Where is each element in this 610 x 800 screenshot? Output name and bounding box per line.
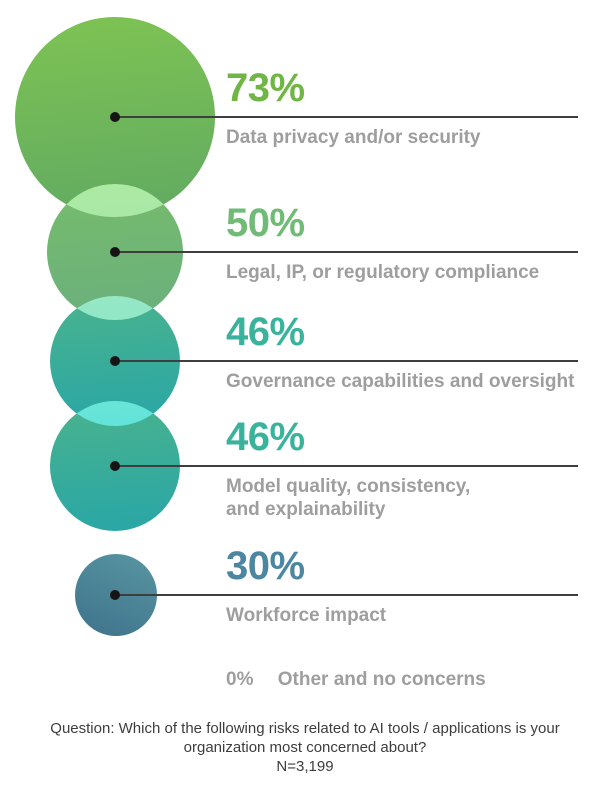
row-other-no-concerns: 0% Other and no concerns — [226, 669, 486, 691]
leader-line-data-privacy — [114, 116, 578, 118]
leader-line-workforce-impact — [114, 594, 578, 596]
label-model-quality: Model quality, consistency, and explaina… — [226, 476, 471, 520]
leader-dot-governance — [110, 356, 120, 366]
label-workforce-impact: Workforce impact — [226, 605, 387, 626]
percent-workforce-impact: 30% — [226, 544, 305, 588]
leader-line-legal-ip-compliance — [114, 251, 578, 253]
label-other-no-concerns: Other and no concerns — [277, 669, 486, 690]
percent-model-quality: 46% — [226, 415, 305, 459]
percent-other-no-concerns: 0% — [226, 669, 254, 690]
leader-line-model-quality — [114, 465, 578, 467]
leader-dot-model-quality — [110, 461, 120, 471]
label-data-privacy: Data privacy and/or security — [226, 127, 481, 148]
leader-dot-legal-ip-compliance — [110, 247, 120, 257]
leader-dot-workforce-impact — [110, 590, 120, 600]
leader-dot-data-privacy — [110, 112, 120, 122]
percent-data-privacy: 73% — [226, 66, 305, 110]
percent-legal-ip-compliance: 50% — [226, 201, 305, 245]
leader-line-governance — [114, 360, 578, 362]
percent-governance: 46% — [226, 310, 305, 354]
label-legal-ip-compliance: Legal, IP, or regulatory compliance — [226, 262, 540, 283]
sample-size-text: N=3,199 — [276, 758, 334, 775]
chart-footer: Question: Which of the following risks r… — [0, 719, 610, 776]
question-text: Question: Which of the following risks r… — [50, 720, 560, 756]
label-governance: Governance capabilities and oversight — [226, 371, 575, 392]
